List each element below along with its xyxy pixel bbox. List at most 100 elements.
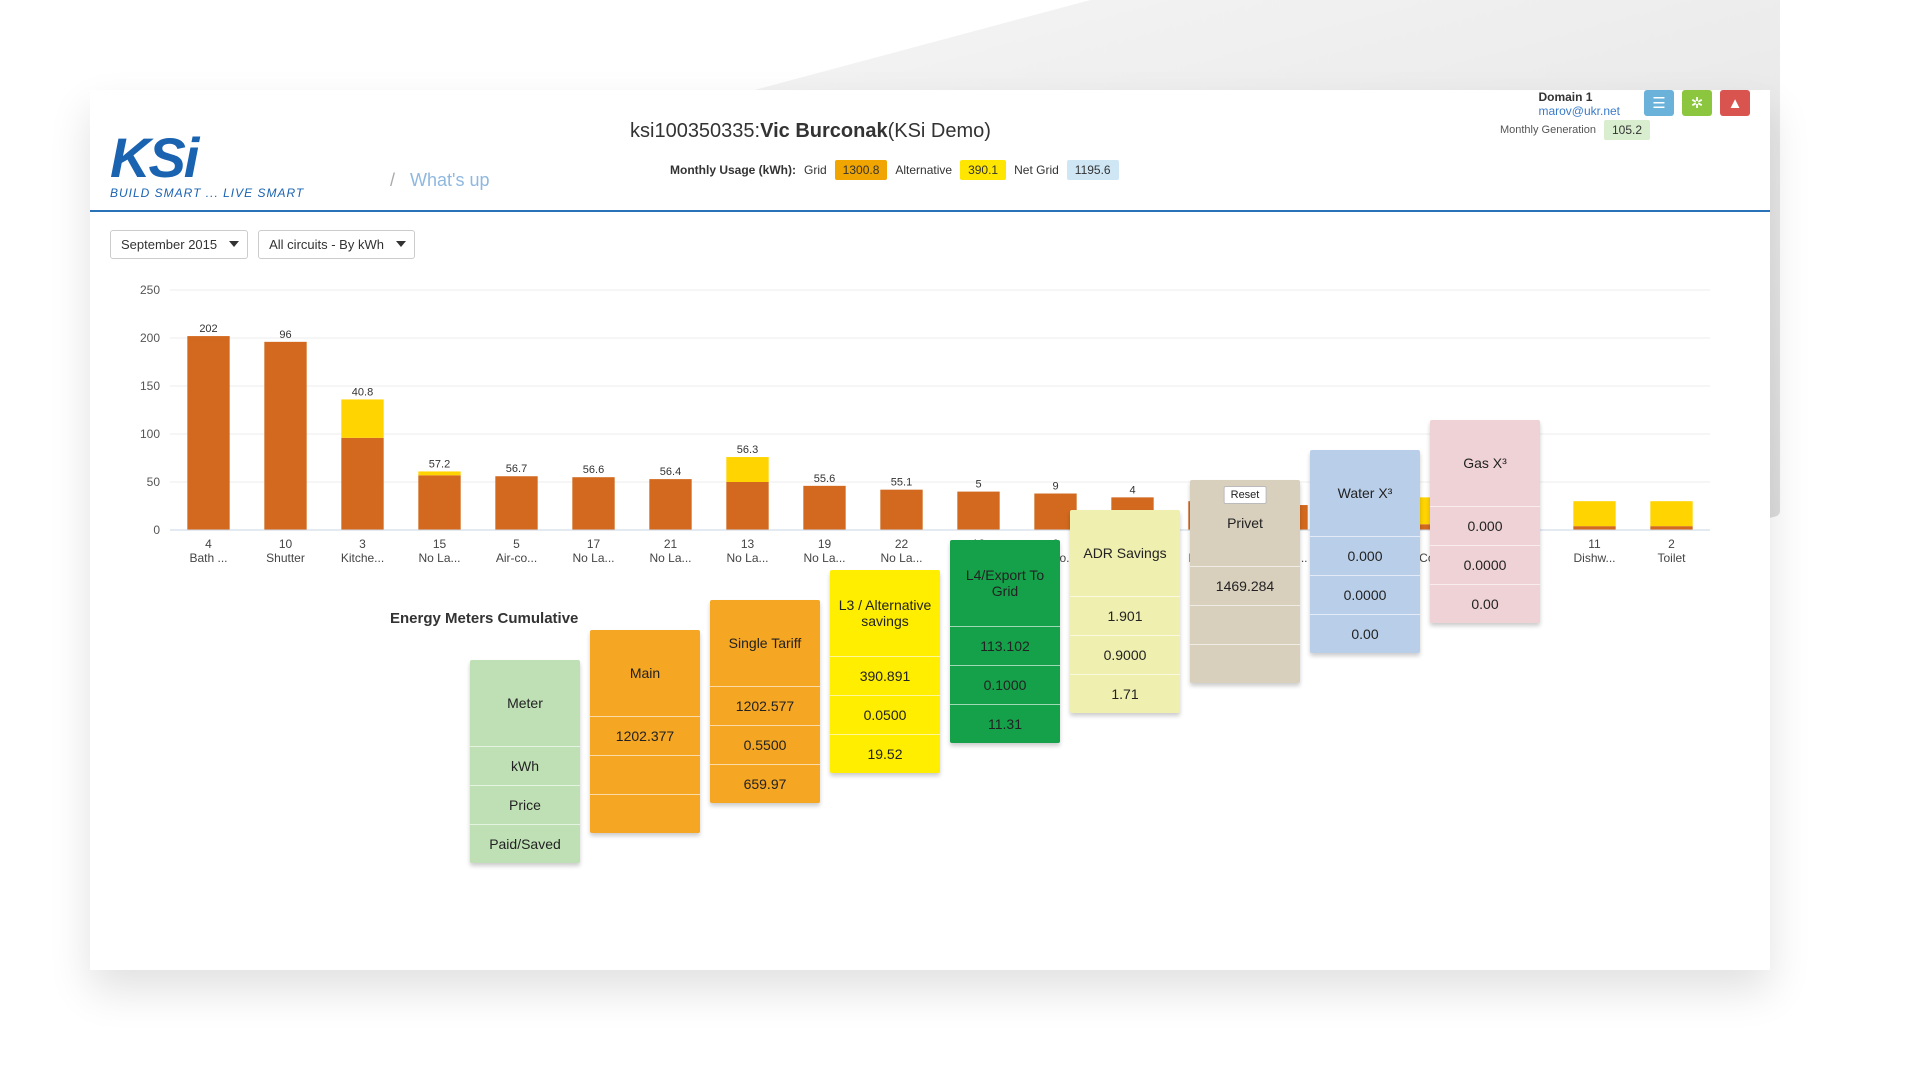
- bar-segment[interactable]: [1573, 526, 1616, 530]
- meter-card-value: kWh: [470, 746, 580, 785]
- meter-card-value: 0.9000: [1070, 635, 1180, 674]
- meter-card-title: ADR Savings: [1070, 510, 1180, 596]
- x-tick-label: Air-co...: [496, 551, 537, 565]
- meter-card-title-text: L3 / Alternative savings: [838, 597, 932, 629]
- reset-button[interactable]: Reset: [1223, 486, 1267, 504]
- meter-card: Gas X³ 0.000 0.0000 0.00: [1430, 420, 1540, 623]
- data-label: 56.3: [737, 444, 758, 456]
- meter-card-value: Price: [470, 785, 580, 824]
- generation-label: Monthly Generation: [1499, 124, 1596, 136]
- alarm-icon[interactable]: ▲: [1720, 90, 1750, 116]
- y-tick-label: 200: [140, 331, 160, 345]
- bar-segment[interactable]: [264, 341, 307, 530]
- meter-card-value: 0.00: [1310, 614, 1420, 653]
- title-name: Vic Burconak: [760, 120, 888, 142]
- bar-segment[interactable]: [1034, 493, 1077, 530]
- meter-card-title: Meter: [470, 660, 580, 746]
- data-label: 202: [199, 323, 217, 335]
- network-icon[interactable]: ✲: [1682, 90, 1712, 116]
- month-select-value: September 2015: [121, 237, 218, 252]
- meter-card-value: 0.000: [1430, 506, 1540, 545]
- section-title: Energy Meters Cumulative: [390, 610, 579, 627]
- circuits-select-value: All circuits - By kWh: [269, 237, 384, 252]
- meter-card-value: [590, 794, 700, 833]
- meter-card-value: 0.00: [1430, 584, 1540, 623]
- bar-segment[interactable]: [187, 336, 230, 530]
- list-icon[interactable]: ☰: [1644, 90, 1674, 116]
- x-tick-label: Toilet: [1657, 551, 1686, 565]
- filters: September 2015 All circuits - By kWh: [110, 230, 415, 259]
- y-tick-label: 250: [140, 283, 160, 297]
- bar-segment[interactable]: [1650, 501, 1693, 527]
- meter-card-title-text: Main: [629, 665, 661, 681]
- meter-card-value: 1.71: [1070, 674, 1180, 713]
- ksi-logo[interactable]: KSi BUILD SMART ... LIVE SMART: [110, 130, 370, 201]
- domain-email[interactable]: marov@ukr.net: [1538, 104, 1620, 118]
- bar-segment[interactable]: [803, 485, 846, 530]
- bar-segment[interactable]: [341, 437, 384, 530]
- meter-card-title-text: Privet: [1227, 515, 1263, 531]
- alternative-label: Alternative: [895, 163, 953, 177]
- meter-card-title-text: ADR Savings: [1083, 545, 1167, 561]
- bar-segment[interactable]: [726, 457, 769, 482]
- bar-segment[interactable]: [649, 479, 692, 530]
- x-tick-label: 10: [279, 537, 293, 551]
- x-tick-label: 5: [513, 537, 520, 551]
- x-tick-label: No La...: [649, 551, 691, 565]
- breadcrumb: / What's up: [390, 170, 490, 191]
- header-icons: ☰ ✲ ▲: [1644, 90, 1750, 116]
- monthly-usage: Monthly Usage (kWh): Grid 1300.8 Alterna…: [670, 160, 1119, 180]
- usage-label: Monthly Usage (kWh):: [670, 163, 796, 177]
- data-label: 56.4: [660, 466, 681, 478]
- data-label: 55.1: [891, 477, 912, 489]
- x-tick-label: No La...: [726, 551, 768, 565]
- bar-segment[interactable]: [880, 489, 923, 530]
- y-tick-label: 150: [140, 379, 160, 393]
- x-tick-label: Kitche...: [341, 551, 384, 565]
- circuits-select[interactable]: All circuits - By kWh: [258, 230, 415, 259]
- bar-segment[interactable]: [726, 482, 769, 530]
- bar-segment[interactable]: [1650, 526, 1693, 530]
- x-tick-label: 22: [895, 537, 909, 551]
- chevron-down-icon: [395, 241, 406, 247]
- bar-segment[interactable]: [418, 475, 461, 530]
- meter-card-value: 1.901: [1070, 596, 1180, 635]
- month-select[interactable]: September 2015: [110, 230, 249, 259]
- dashboard-page: KSi BUILD SMART ... LIVE SMART / What's …: [90, 90, 1770, 970]
- meter-card-value: 113.102: [950, 626, 1060, 665]
- bar-segment[interactable]: [495, 476, 538, 530]
- breadcrumb-whats-up[interactable]: What's up: [410, 170, 490, 190]
- meter-card-title: Water X³: [1310, 450, 1420, 536]
- y-tick-label: 100: [140, 427, 160, 441]
- meter-card: L3 / Alternative savings 390.891 0.0500 19.…: [830, 570, 940, 773]
- meter-card-value: [590, 755, 700, 794]
- x-tick-label: 3: [359, 537, 366, 551]
- meter-card-value: 659.97: [710, 764, 820, 803]
- meter-card-title: L3 / Alternative savings: [830, 570, 940, 656]
- meter-card: ADR Savings 1.901 0.9000 1.71: [1070, 510, 1180, 713]
- x-tick-label: Shutter: [266, 551, 305, 565]
- meter-card: Water X³ 0.000 0.0000 0.00: [1310, 450, 1420, 653]
- meter-card-value: 1202.377: [590, 716, 700, 755]
- x-tick-label: No La...: [418, 551, 460, 565]
- bar-segment[interactable]: [1573, 501, 1616, 527]
- bar-segment[interactable]: [957, 491, 1000, 530]
- x-tick-label: 11: [1588, 537, 1601, 551]
- data-label: 57.2: [429, 458, 450, 470]
- meter-card-value: 0.5500: [710, 725, 820, 764]
- y-tick-label: 50: [147, 475, 161, 489]
- breadcrumb-separator: /: [390, 170, 396, 190]
- meter-card-value: 11.31: [950, 704, 1060, 743]
- bar-segment[interactable]: [572, 477, 615, 530]
- meter-card-value: 390.891: [830, 656, 940, 695]
- data-label: 40.8: [352, 386, 373, 398]
- meter-card-value: 0.0000: [1310, 575, 1420, 614]
- grid-label: Grid: [804, 163, 827, 177]
- meter-card: Reset Privet 1469.284: [1190, 480, 1300, 683]
- data-label: 56.6: [583, 464, 604, 476]
- header-divider: [90, 210, 1770, 212]
- bar-segment[interactable]: [418, 471, 461, 476]
- x-tick-label: 19: [818, 537, 832, 551]
- data-label: 9: [1052, 481, 1058, 493]
- bar-segment[interactable]: [341, 399, 384, 438]
